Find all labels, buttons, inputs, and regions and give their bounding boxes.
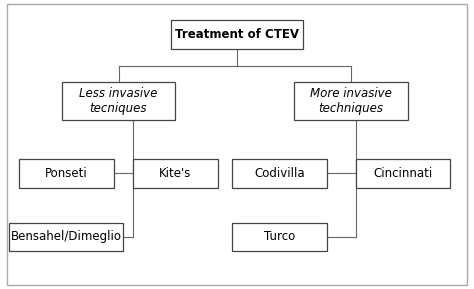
Text: Kite's: Kite's xyxy=(159,167,191,180)
FancyBboxPatch shape xyxy=(133,159,218,188)
Text: More invasive
techniques: More invasive techniques xyxy=(310,87,392,115)
Text: Cincinnati: Cincinnati xyxy=(373,167,432,180)
Text: Treatment of CTEV: Treatment of CTEV xyxy=(175,28,299,41)
FancyBboxPatch shape xyxy=(356,159,450,188)
Text: Ponseti: Ponseti xyxy=(45,167,88,180)
FancyBboxPatch shape xyxy=(62,82,175,120)
FancyBboxPatch shape xyxy=(19,159,114,188)
Text: Bensahel/Dimeglio: Bensahel/Dimeglio xyxy=(11,231,122,243)
FancyBboxPatch shape xyxy=(232,223,327,251)
Text: Less invasive
tecniques: Less invasive tecniques xyxy=(79,87,158,115)
Text: Turco: Turco xyxy=(264,231,295,243)
FancyBboxPatch shape xyxy=(294,82,408,120)
FancyBboxPatch shape xyxy=(9,223,123,251)
FancyBboxPatch shape xyxy=(171,20,303,49)
FancyBboxPatch shape xyxy=(232,159,327,188)
Text: Codivilla: Codivilla xyxy=(255,167,305,180)
